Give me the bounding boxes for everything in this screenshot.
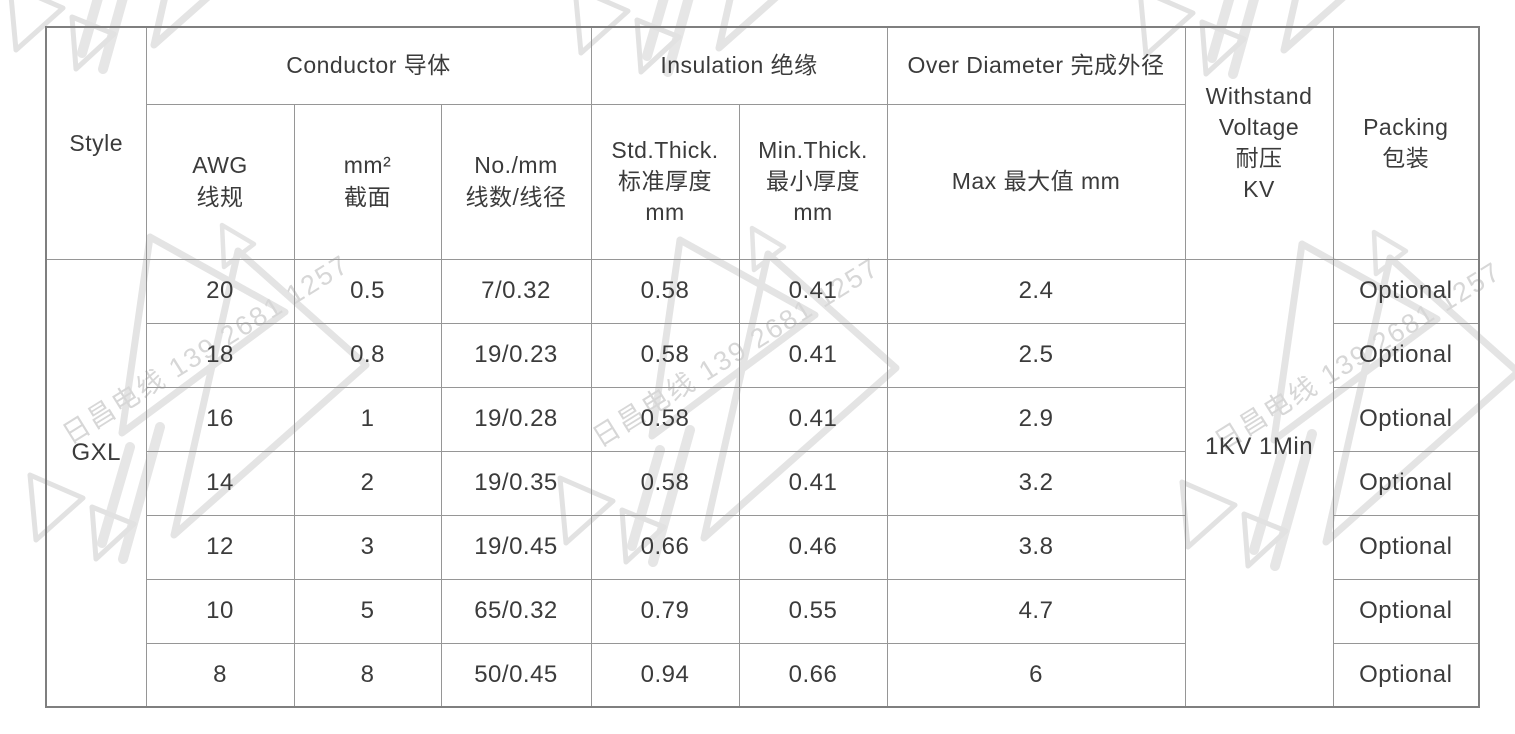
table-row: 10 5 65/0.32 0.79 0.55 4.7 Optional [46,578,1480,644]
cell-r2-std: 0.58 [590,386,740,452]
cell-r4-awg: 12 [145,514,295,580]
cell-r3-packing: Optional [1332,450,1480,516]
table-row: 12 3 19/0.45 0.66 0.46 3.8 Optional [46,514,1480,580]
withstand-value-text: 1KV 1Min [1204,432,1314,460]
cell-r4-packing: Optional [1332,514,1480,580]
cell-r1-std: 0.58 [590,322,740,388]
cell-r3-no-mm: 19/0.35 [440,450,592,516]
cell-style-value: GXL [45,258,147,708]
cell-r5-std: 0.79 [590,578,740,644]
header-max-diameter: Max 最大值 mm [886,103,1186,260]
cell-r3-min: 0.41 [738,450,888,516]
cell-r6-packing: Optional [1332,642,1480,708]
cell-r2-no-mm: 19/0.28 [440,386,592,452]
cell-r6-no-mm: 50/0.45 [440,642,592,708]
cell-r5-max: 4.7 [886,578,1186,644]
header-withstand-voltage: Withstand Voltage 耐压 KV [1184,26,1334,260]
cell-r2-packing: Optional [1332,386,1480,452]
cell-r3-awg: 14 [145,450,295,516]
header-conductor-group: Conductor 导体 [145,26,592,105]
cell-r5-packing: Optional [1332,578,1480,644]
cell-r4-max: 3.8 [886,514,1186,580]
cell-r6-max: 6 [886,642,1186,708]
cell-r1-min: 0.41 [738,322,888,388]
cell-r4-min: 0.46 [738,514,888,580]
cell-r1-no-mm: 19/0.23 [440,322,592,388]
table-row: 14 2 19/0.35 0.58 0.41 3.2 Optional [46,450,1480,516]
cell-r0-max: 2.4 [886,258,1186,324]
cell-r5-min: 0.55 [738,578,888,644]
header-min-thick: Min.Thick. 最小厚度 mm [738,103,888,260]
cell-r5-awg: 10 [145,578,295,644]
spec-table: Style Conductor 导体 Insulation 绝缘 Over Di… [45,26,1481,708]
cell-r1-max: 2.5 [886,322,1186,388]
header-insulation-group: Insulation 绝缘 [590,26,888,105]
cell-r1-awg: 18 [145,322,295,388]
cell-r5-no-mm: 65/0.32 [440,578,592,644]
cell-r3-std: 0.58 [590,450,740,516]
header-std-thick: Std.Thick. 标准厚度 mm [590,103,740,260]
cell-withstand-value: 1KV 1Min [1184,258,1334,708]
cell-r0-no-mm: 7/0.32 [440,258,592,324]
header-mm2: mm² 截面 [293,103,442,260]
cell-r0-min: 0.41 [738,258,888,324]
cell-r0-awg: 20 [145,258,295,324]
cell-r6-std: 0.94 [590,642,740,708]
cell-r4-mm2: 3 [293,514,442,580]
cell-r6-min: 0.66 [738,642,888,708]
cell-r2-mm2: 1 [293,386,442,452]
cell-r3-max: 3.2 [886,450,1186,516]
cell-r0-packing: Optional [1332,258,1480,324]
table-row: 8 8 50/0.45 0.94 0.66 6 Optional [46,642,1480,708]
cell-r1-mm2: 0.8 [293,322,442,388]
cell-r5-mm2: 5 [293,578,442,644]
cell-r4-std: 0.66 [590,514,740,580]
cell-r1-packing: Optional [1332,322,1480,388]
table-row: GXL 20 0.5 7/0.32 0.58 0.41 2.4 1KV 1Min… [45,258,1480,708]
cell-r0-std: 0.58 [590,258,740,324]
header-packing: Packing 包装 [1332,26,1480,260]
cell-r6-awg: 8 [145,642,295,708]
header-style: Style [45,26,147,260]
cell-r4-no-mm: 19/0.45 [440,514,592,580]
cell-r3-mm2: 2 [293,450,442,516]
header-awg: AWG 线规 [145,103,295,260]
cell-r2-min: 0.41 [738,386,888,452]
table-row: 16 1 19/0.28 0.58 0.41 2.9 Optional [46,386,1480,452]
style-value-text: GXL [71,438,122,466]
header-over-diameter-group: Over Diameter 完成外径 [886,26,1186,105]
cell-r2-awg: 16 [145,386,295,452]
cell-r0-mm2: 0.5 [293,258,442,324]
cell-r2-max: 2.9 [886,386,1186,452]
cell-r6-mm2: 8 [293,642,442,708]
header-no-mm: No./mm 线数/线径 [440,103,592,260]
